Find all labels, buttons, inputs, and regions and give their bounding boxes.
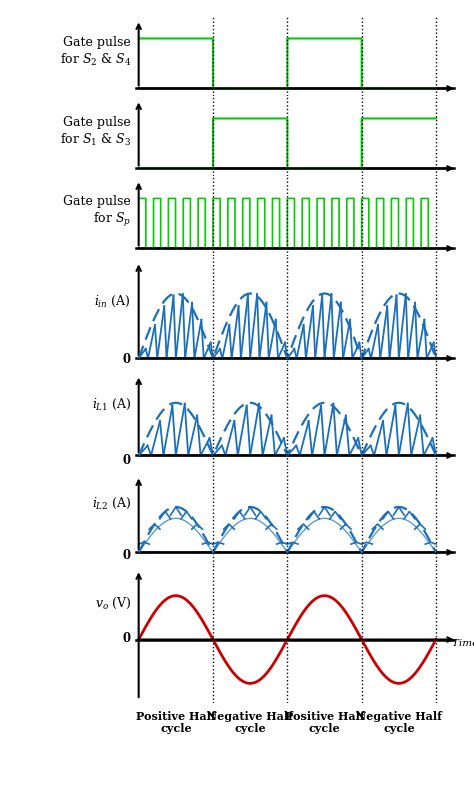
Text: Gate pulse
for $S_1$ & $S_3$: Gate pulse for $S_1$ & $S_3$ — [60, 116, 131, 148]
Text: 0: 0 — [123, 454, 131, 467]
Text: $i_{L2}$ (A): $i_{L2}$ (A) — [91, 496, 131, 511]
Text: 0: 0 — [123, 353, 131, 366]
Text: 0: 0 — [123, 549, 131, 562]
Text: Positive Half
cycle: Positive Half cycle — [136, 710, 216, 734]
Text: Negative Half
cycle: Negative Half cycle — [207, 710, 293, 734]
Text: Gate pulse
for $S_p$: Gate pulse for $S_p$ — [64, 195, 131, 229]
Text: Negative Half
cycle: Negative Half cycle — [356, 710, 442, 734]
Text: $i_{in}$ (A): $i_{in}$ (A) — [94, 293, 131, 308]
Text: $v_o$ (V): $v_o$ (V) — [95, 596, 131, 611]
Text: Time (Sec): Time (Sec) — [452, 638, 474, 647]
Text: 0: 0 — [123, 632, 131, 645]
Text: $i_{L1}$ (A): $i_{L1}$ (A) — [91, 396, 131, 411]
Text: Gate pulse
for $S_2$ & $S_4$: Gate pulse for $S_2$ & $S_4$ — [60, 36, 131, 68]
Text: Positive Half
cycle: Positive Half cycle — [285, 710, 365, 734]
